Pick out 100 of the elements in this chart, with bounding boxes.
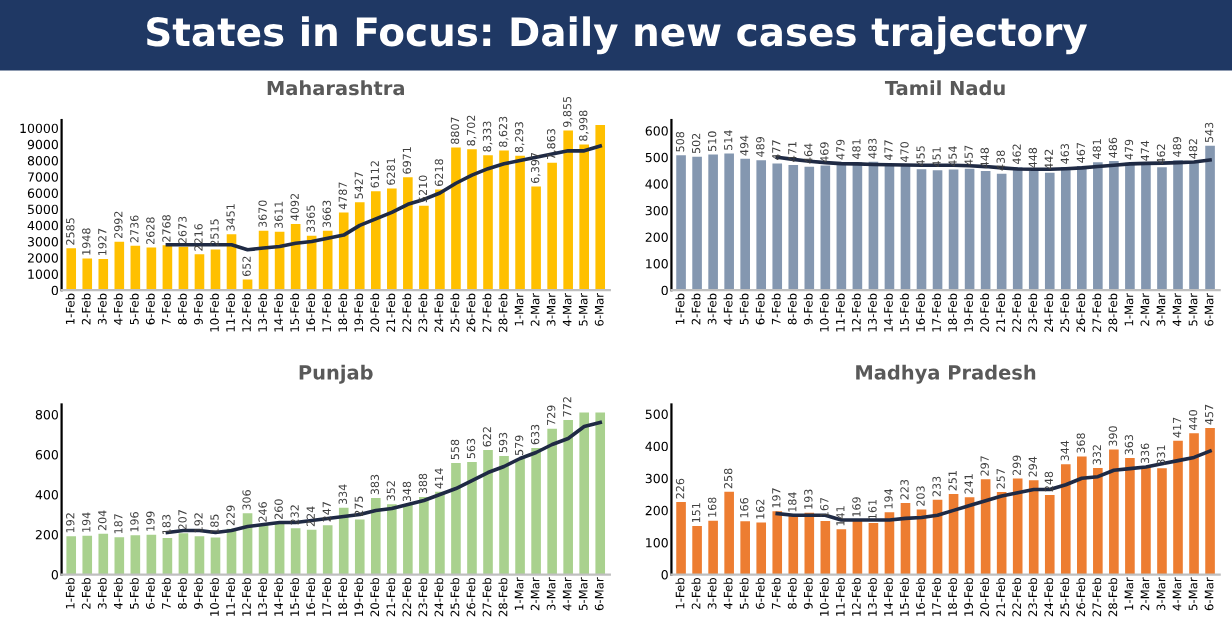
bar <box>178 246 189 291</box>
bar <box>676 155 686 291</box>
bar <box>515 155 525 291</box>
bar <box>483 155 493 291</box>
bar <box>772 511 783 575</box>
bar <box>499 455 509 575</box>
bar <box>788 515 799 575</box>
bar <box>531 186 541 291</box>
bar <box>1189 162 1199 291</box>
bar <box>370 497 381 575</box>
bar <box>563 130 573 291</box>
bar <box>1077 166 1087 291</box>
bar <box>884 163 895 291</box>
bar <box>980 171 991 291</box>
bar <box>1173 160 1183 291</box>
bar <box>1012 167 1023 291</box>
bar <box>820 520 831 575</box>
bar <box>868 161 879 291</box>
bar <box>836 529 847 575</box>
bar <box>467 461 477 575</box>
bar <box>1109 160 1119 291</box>
bar <box>1060 464 1071 575</box>
bar <box>435 189 445 291</box>
bar <box>210 249 221 291</box>
bar <box>1205 427 1215 575</box>
bar <box>724 491 734 575</box>
bar <box>563 420 573 575</box>
bar <box>1157 468 1167 575</box>
bar <box>676 502 686 575</box>
bar <box>547 162 557 291</box>
bar <box>1093 468 1103 575</box>
bar <box>1028 480 1039 575</box>
bar <box>130 535 141 575</box>
bar <box>98 533 109 575</box>
bar <box>338 507 349 575</box>
bar <box>756 522 767 575</box>
bar <box>114 241 125 291</box>
bar <box>868 522 879 575</box>
bar <box>322 525 333 575</box>
bar <box>708 154 718 291</box>
bar <box>756 160 767 291</box>
bar <box>1012 478 1023 575</box>
text: States in Focus: Daily new cases trajectory <box>147 16 1088 55</box>
bar <box>98 258 109 291</box>
bar <box>290 528 301 575</box>
bar <box>1093 162 1103 291</box>
bar <box>387 188 397 291</box>
bar <box>1044 172 1055 291</box>
bar <box>354 202 365 291</box>
bar <box>804 512 815 575</box>
bar <box>451 147 461 291</box>
bar <box>692 526 702 575</box>
bar <box>306 529 317 575</box>
bar <box>66 248 77 291</box>
bar <box>66 536 77 575</box>
bar <box>1141 466 1151 575</box>
bar <box>1028 171 1039 291</box>
bar <box>82 258 93 291</box>
bar <box>772 163 783 291</box>
bar <box>354 519 365 575</box>
bar <box>1157 167 1167 291</box>
bar <box>194 254 205 291</box>
bar <box>1141 164 1151 291</box>
bar <box>1109 449 1119 575</box>
bar <box>547 428 557 575</box>
bar <box>531 447 541 575</box>
bar <box>435 491 445 575</box>
bar <box>1060 167 1071 291</box>
bar <box>130 245 141 291</box>
bar <box>595 124 606 291</box>
bar <box>724 153 734 291</box>
bar <box>146 247 157 291</box>
bar <box>579 412 589 575</box>
bar <box>820 165 831 291</box>
chart-title: Punjab <box>299 364 373 384</box>
bar <box>419 496 429 575</box>
chart-title: Maharashtra <box>267 80 404 96</box>
bar <box>788 164 799 291</box>
bar <box>1125 162 1135 291</box>
bar <box>948 169 959 291</box>
bar <box>419 205 429 291</box>
bar <box>740 158 750 291</box>
bar <box>387 504 397 575</box>
bar <box>114 537 125 575</box>
bar <box>852 162 863 291</box>
bar <box>595 412 606 575</box>
bar <box>82 535 93 575</box>
bar <box>467 149 477 291</box>
bar <box>1205 145 1215 291</box>
chart-title: Madhya Pradesh <box>856 364 1036 384</box>
bar <box>451 462 461 575</box>
bar <box>370 191 381 291</box>
bar <box>836 162 847 291</box>
bar <box>1189 433 1199 575</box>
bar <box>916 169 927 291</box>
bar <box>322 230 333 291</box>
bar <box>499 150 509 291</box>
bar <box>964 168 975 291</box>
bar <box>740 521 750 575</box>
bar <box>403 504 413 575</box>
